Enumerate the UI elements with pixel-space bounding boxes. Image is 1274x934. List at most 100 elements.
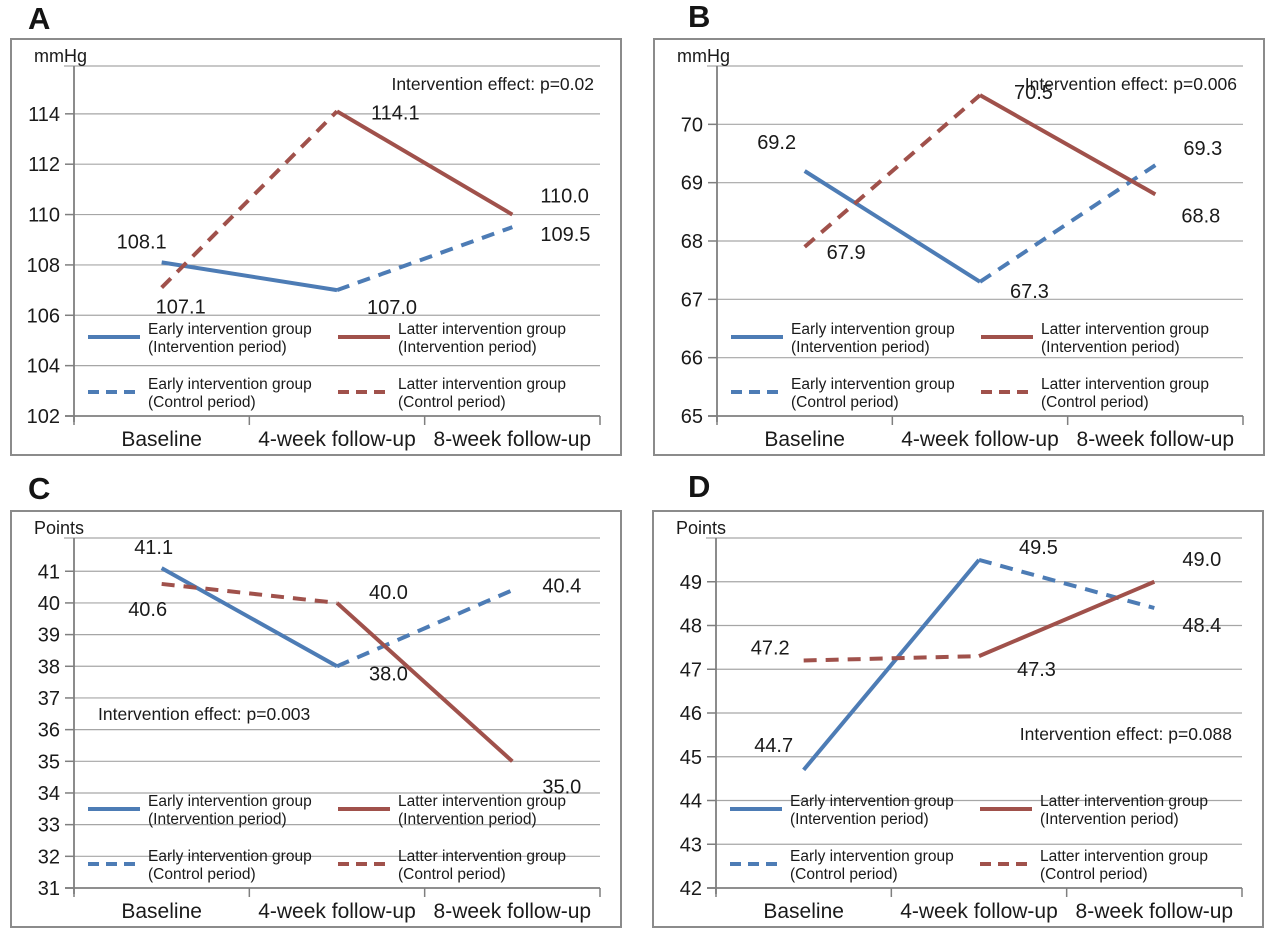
line-chart-c: 31 32 33 34 35 36 37 38 39 40 41 Baseline 4-week fol…	[34, 518, 601, 923]
legend-label-line2: (Control period)	[1041, 394, 1149, 411]
data-label: 69.2	[757, 132, 796, 154]
data-label: 40.4	[542, 575, 581, 597]
y-tick-label: 112	[28, 154, 60, 176]
y-tick-label: 38	[38, 656, 60, 678]
series-line-early-intervention	[803, 169, 982, 284]
series-line-early-intervention	[161, 260, 338, 293]
panel-letter-d: D	[688, 469, 711, 504]
legend-label-line1: Early intervention group	[791, 321, 955, 338]
y-tick-label: 45	[680, 747, 702, 769]
y-tick-label: 110	[28, 205, 60, 227]
panel-letter-a: A	[28, 1, 51, 36]
panel-letter-b: B	[688, 0, 711, 34]
legend-label-line2: (Intervention period)	[398, 339, 537, 356]
data-label: 47.2	[751, 638, 790, 660]
legend-label-line1: Early intervention group	[791, 376, 955, 393]
y-tick-label: 47	[680, 659, 702, 681]
series-line-early-intervention	[160, 566, 338, 669]
x-category-label: Baseline	[764, 428, 845, 451]
y-tick-label: 67	[681, 289, 703, 311]
legend-label-line1: Latter intervention group	[1040, 793, 1208, 810]
y-tick-label: 42	[680, 878, 702, 900]
y-tick-label: 106	[27, 305, 60, 327]
series-line-latter-control	[161, 581, 338, 605]
annotation-intervention-effect: Intervention effect: p=0.006	[1025, 74, 1237, 94]
series-line-early-control	[978, 557, 1155, 610]
data-label: 107.0	[367, 297, 417, 319]
line-chart-d: 42 43 44 45 46 47 48 49 Baseline 4-week follow-up…	[676, 518, 1243, 923]
legend-label-line2: (Intervention period)	[148, 339, 287, 356]
x-category-label: 4-week follow-up	[258, 428, 416, 451]
data-label: 35.0	[542, 776, 581, 798]
legend-label-line2: (Control period)	[398, 394, 506, 411]
y-tick-label: 48	[680, 616, 702, 638]
y-tick-label: 39	[38, 625, 60, 647]
y-tick-label: 70	[681, 114, 703, 136]
data-label: 47.3	[1017, 659, 1056, 681]
x-category-label: Baseline	[121, 428, 202, 451]
series-line-latter-intervention	[335, 601, 514, 763]
panel-chart-d: 42 43 44 45 46 47 48 49 Baseline 4-week follow-up…	[652, 510, 1264, 928]
x-category-label: Baseline	[763, 900, 844, 923]
data-label: 49.0	[1182, 549, 1221, 571]
line-chart-b: 65 66 67 68 69 70 Baseline 4-week follow-up 8-we…	[677, 46, 1244, 451]
data-label: 48.4	[1182, 615, 1221, 637]
x-category-label: 4-week follow-up	[258, 900, 416, 923]
legend-label-line2: (Control period)	[791, 394, 899, 411]
panel-chart-c: 31 32 33 34 35 36 37 38 39 40 41 Baseline 4-week fol…	[10, 510, 622, 928]
y-tick-label: 102	[27, 406, 60, 428]
annotation-intervention-effect: Intervention effect: p=0.088	[1020, 724, 1232, 744]
legend-label-line2: (Intervention period)	[1041, 339, 1180, 356]
legend-label-line1: Early intervention group	[148, 321, 312, 338]
y-tick-label: 31	[38, 878, 60, 900]
series-line-early-intervention	[802, 558, 981, 772]
panel-chart-b: 65 66 67 68 69 70 Baseline 4-week follow-up 8-we…	[653, 38, 1265, 456]
data-label: 68.8	[1181, 205, 1220, 227]
y-tick-label: 43	[680, 834, 702, 856]
data-label: 114.1	[371, 102, 420, 124]
data-label: 107.1	[156, 297, 206, 319]
data-label: 109.5	[540, 224, 590, 246]
y-tick-label: 33	[38, 815, 60, 837]
legend-label-line1: Latter intervention group	[398, 321, 566, 338]
y-tick-label: 46	[680, 703, 702, 725]
legend-label-line1: Early intervention group	[790, 793, 954, 810]
series-line-latter-control	[803, 654, 980, 663]
series-line-latter-control	[803, 93, 982, 249]
y-tick-label: 41	[38, 561, 60, 583]
y-tick-label: 32	[38, 846, 60, 868]
data-label: 110.0	[540, 186, 589, 208]
series-line-early-control	[336, 225, 514, 292]
x-category-label: 4-week follow-up	[901, 428, 1059, 451]
data-label: 49.5	[1019, 537, 1058, 559]
x-category-label: 8-week follow-up	[434, 428, 592, 451]
data-label: 41.1	[134, 537, 173, 559]
series-line-latter-intervention	[978, 579, 1156, 658]
x-category-label: 8-week follow-up	[1077, 428, 1235, 451]
x-category-label: 8-week follow-up	[1076, 900, 1234, 923]
line-chart-a: 102 104 106 108 110 112 114 Baseline 4-week foll…	[27, 46, 601, 451]
data-label: 67.3	[1010, 281, 1049, 303]
series-line-latter-intervention	[979, 93, 1157, 197]
y-tick-label: 34	[38, 783, 60, 805]
y-axis-unit-label: Points	[34, 518, 84, 538]
y-tick-label: 36	[38, 720, 60, 742]
y-tick-label: 40	[38, 593, 60, 615]
y-tick-label: 104	[27, 356, 60, 378]
y-tick-label: 49	[680, 572, 702, 594]
legend-label-line1: Early intervention group	[148, 793, 312, 810]
data-label: 69.3	[1183, 138, 1222, 160]
legend-label-line2: (Intervention period)	[148, 811, 287, 828]
y-tick-label: 44	[680, 791, 702, 813]
legend-label-line2: (Control period)	[148, 866, 256, 883]
x-category-label: 8-week follow-up	[434, 900, 592, 923]
data-label: 67.9	[827, 242, 866, 264]
series-line-early-control	[336, 588, 514, 669]
legend-label-line2: (Intervention period)	[791, 339, 930, 356]
legend-label-line1: Latter intervention group	[398, 793, 566, 810]
data-label: 40.0	[369, 582, 408, 604]
legend-label-line2: (Control period)	[790, 866, 898, 883]
legend-label-line1: Early intervention group	[148, 376, 312, 393]
legend-label-line1: Latter intervention group	[1041, 321, 1209, 338]
legend-label-line1: Latter intervention group	[398, 376, 566, 393]
